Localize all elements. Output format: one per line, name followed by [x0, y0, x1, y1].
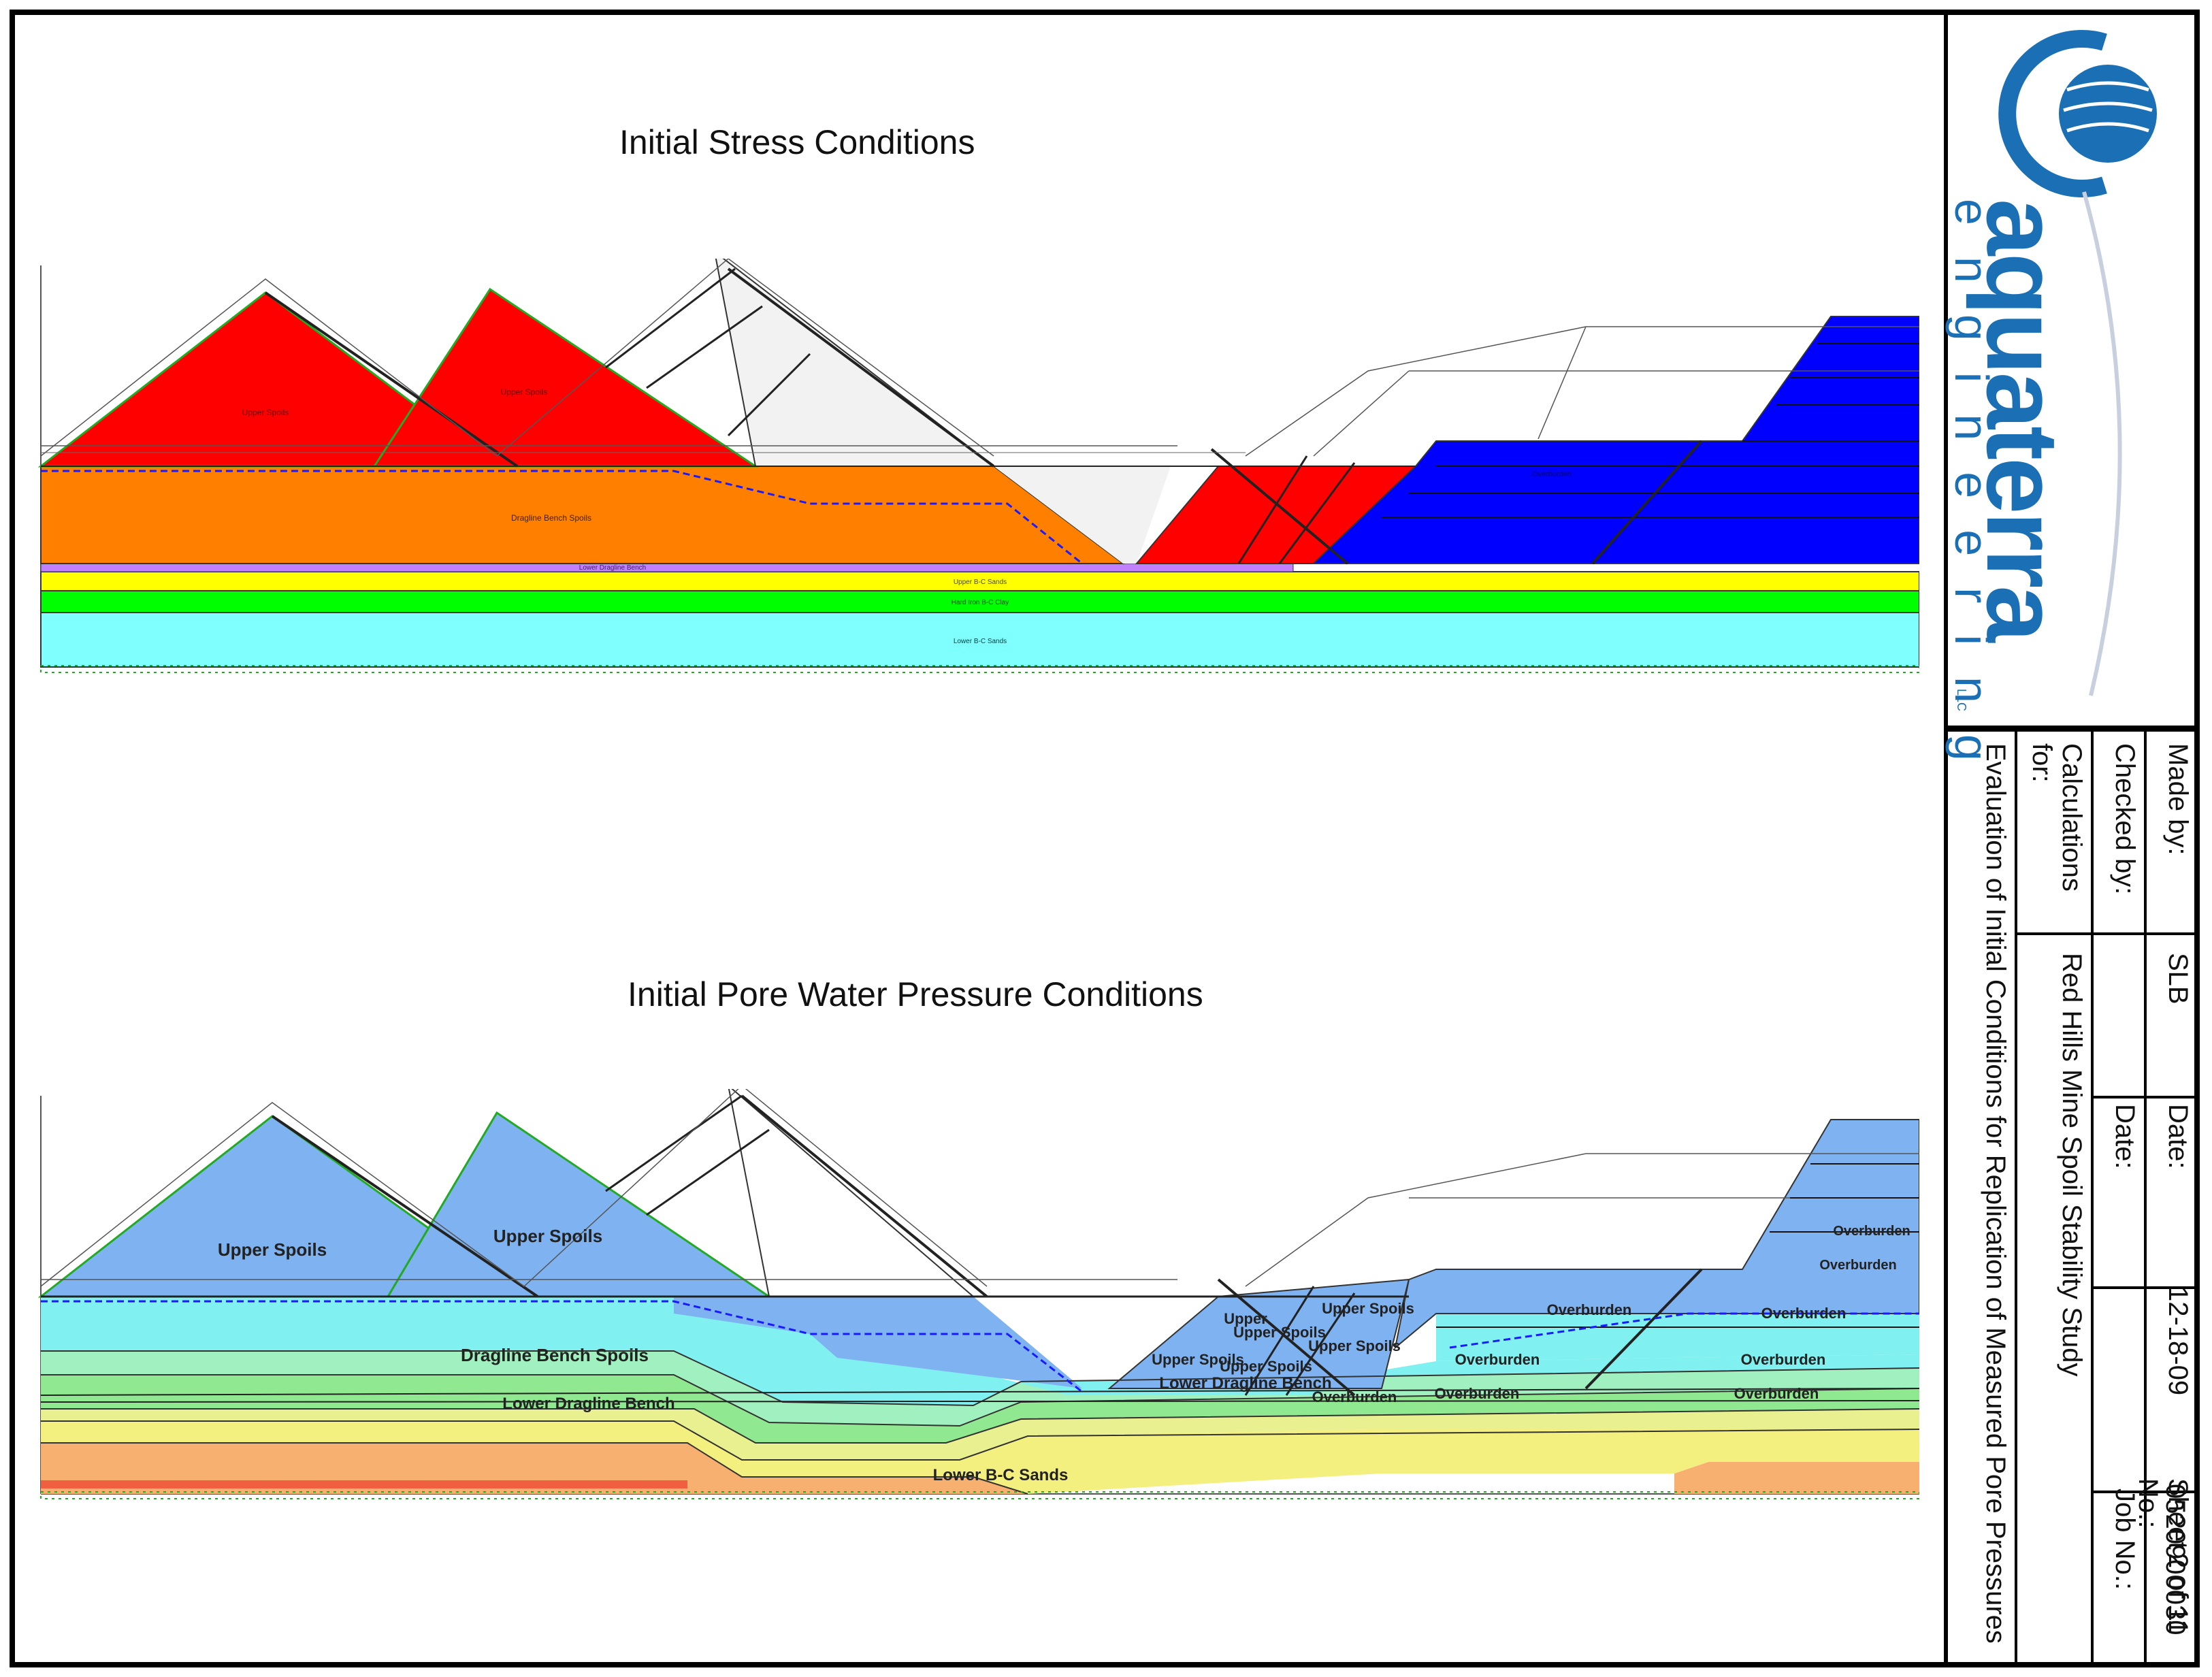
- band-green2: [41, 1375, 1919, 1443]
- globe-icon: [2059, 65, 2157, 163]
- drawing-sheet-border: [10, 10, 2200, 1667]
- band-green1: [41, 1351, 1919, 1426]
- label-overburden-8: Overburden: [1833, 1224, 1910, 1239]
- label-lower-dragline: Lower Dragline Bench: [579, 564, 646, 572]
- label-overburden-pit: Overburden: [1312, 1388, 1397, 1405]
- logo-llc: LLC: [1955, 689, 1968, 712]
- bottom-chart-title: Initial Pore Water Pressure Conditions: [628, 975, 1203, 1013]
- label-pit-spoils-3: Upper Spoils: [1308, 1337, 1401, 1354]
- label-upper-spoils-2: Upper Spoils: [493, 1226, 602, 1246]
- title-block: aquaterra engineering LLC Made by: SLB D…: [1944, 15, 2200, 1662]
- band-yellow: [41, 1421, 1919, 1494]
- initial-pore-pressure-chart: Upper Spoils Upper Spoils Dragline Bench…: [37, 1089, 1919, 1499]
- label-overburden: Overburden: [1532, 470, 1572, 478]
- label-overburden-7: Overburden: [1819, 1258, 1896, 1273]
- label-overburden-6: Overburden: [1734, 1385, 1819, 1402]
- top-chart-title: Initial Stress Conditions: [619, 123, 975, 161]
- band-yellow2: [41, 1409, 1919, 1460]
- region-spoils-mid: [674, 1297, 1082, 1388]
- label-overburden-2: Overburden: [1455, 1351, 1540, 1368]
- job-label: Job No.:: [2110, 1488, 2140, 1590]
- label-pit-spoils-4: Upper Spoils: [1152, 1351, 1244, 1368]
- label-hard-iron: Hard Iron B-C Clay: [952, 599, 1009, 606]
- checked-by-label: Checked by:: [2110, 743, 2140, 895]
- label-overburden-5: Overburden: [1741, 1351, 1826, 1368]
- label-pit-spoils-1: Upper Spoils: [1233, 1324, 1326, 1341]
- label-overburden-1: Overburden: [1547, 1301, 1632, 1318]
- band-orange-right: [1674, 1462, 1919, 1494]
- aquaterra-logo: [1998, 30, 2157, 696]
- layer-lower-dragline-bench: [40, 563, 1294, 572]
- label-upper-spoils-1: Upper Spoils: [242, 408, 289, 417]
- date-value: 12-18-09: [2163, 1286, 2193, 1396]
- label-pit-spoils-2: Upper Spoils: [1322, 1300, 1414, 1317]
- title-block-grid: [1948, 730, 2200, 1662]
- label-lower-dragline-pit: Lower Dragline Bench: [1159, 1374, 1331, 1393]
- made-by-value: SLB: [2163, 953, 2193, 1005]
- label-upper-pit: Upper: [1224, 1310, 1267, 1327]
- label-upper-spoils-2: Upper Spoils: [501, 387, 548, 397]
- checked-date-label: Date:: [2110, 1104, 2140, 1169]
- label-upper-bc: Upper B-C Sands: [954, 579, 1007, 586]
- peak-upper-spoils-2: [386, 1111, 772, 1298]
- band-cyan-right: [1436, 1314, 1919, 1361]
- date-label: Date:: [2163, 1104, 2193, 1169]
- description: Evaluation of Initial Conditions for Rep…: [1981, 743, 2011, 1644]
- label-dragline: Dragline Bench Spoils: [461, 1345, 649, 1365]
- calc-value: Red Hills Mine Spoil Stability Study: [2057, 953, 2087, 1377]
- job-number: 0520900030: [2160, 1484, 2190, 1635]
- band-cyan: [41, 1297, 1919, 1405]
- label-lower-bc: Lower B-C Sands: [933, 1466, 1069, 1484]
- layer-upper-spoils-2: [372, 287, 759, 468]
- initial-stress-chart: Upper Spoils Upper Spoils Dragline Bench…: [37, 259, 1919, 673]
- label-pit-spoils-5: Upper Spoils: [1220, 1358, 1312, 1375]
- made-by-label: Made by:: [2163, 743, 2193, 856]
- band-red: [41, 1480, 687, 1488]
- label-upper-spoils-1: Upper Spoils: [218, 1239, 327, 1260]
- logo-area: aquaterra engineering LLC: [1945, 15, 2196, 792]
- label-overburden-4: Overburden: [1761, 1305, 1847, 1322]
- label-lower-bc: Lower B-C Sands: [954, 638, 1007, 645]
- region-overburden: [1394, 1119, 1919, 1350]
- layer-overburden: [1312, 316, 1919, 564]
- label-lower-dragline: Lower Dragline Bench: [502, 1395, 674, 1413]
- label-overburden-3: Overburden: [1435, 1385, 1520, 1402]
- label-dragline: Dragline Bench Spoils: [511, 513, 591, 523]
- calc-label: Calculations for:: [2027, 743, 2087, 892]
- region-white: [728, 1089, 975, 1297]
